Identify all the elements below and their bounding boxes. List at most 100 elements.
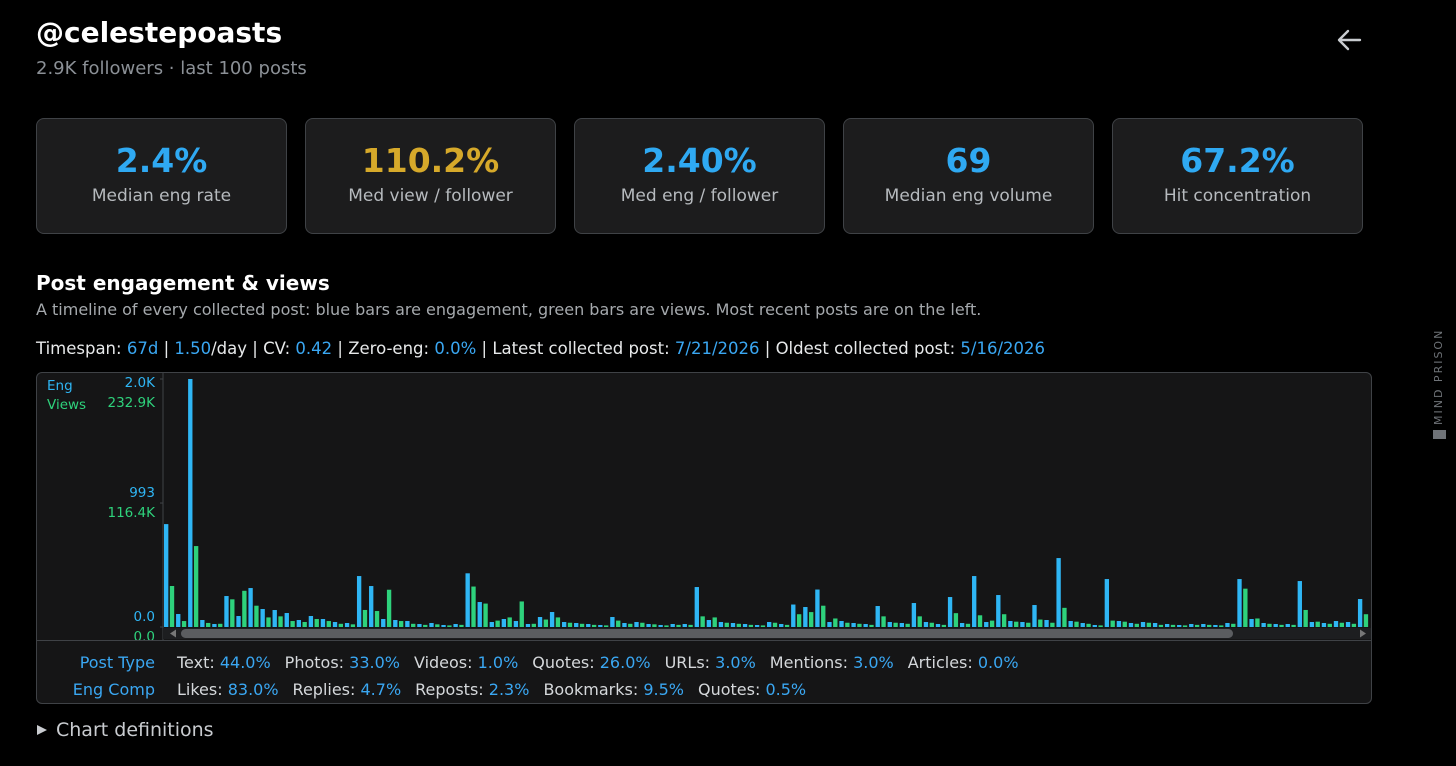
views-bar [555,617,561,627]
stat-card: 2.4% Median eng rate [36,118,287,234]
eng-bar [1128,623,1134,627]
views-bar [218,623,223,627]
eng-bar [465,573,470,627]
views-bar [845,622,850,627]
eng-bar [706,620,712,627]
eng-bar [272,610,277,627]
views-bar [591,624,597,627]
views-bar [230,599,235,627]
views-bar [1303,609,1308,627]
views-bar [543,619,549,627]
views-bar [1026,622,1031,627]
meta-label: CV: [263,339,291,358]
eng-bar [537,617,543,627]
views-bar [640,622,645,627]
stat-value: 69 [945,141,992,180]
views-bar [1098,625,1103,627]
scroll-thumb [181,629,1233,638]
views-bar [326,621,331,627]
views-bar [1339,622,1345,627]
eng-bar [164,524,169,627]
section-title: Post engagement & views [36,271,330,295]
scroll-left [170,629,176,638]
eng-bar [779,624,784,627]
item-label: Photos: [284,653,345,672]
views-bar [181,621,187,627]
eng-bar [1189,624,1194,627]
eng-bar [1237,579,1242,627]
definitions-label: Chart definitions [56,719,214,741]
meta-value: 1.50 [174,339,212,358]
eng-bar [260,609,265,627]
stat-label: Median eng volume [884,186,1053,206]
item-value: 83.0% [227,680,279,699]
views-bar [531,623,536,627]
meta-value: 7/21/2026 [674,339,760,358]
meta-label: Timespan: [36,339,122,358]
views-bar [1074,621,1079,627]
views-bar [772,622,778,627]
views-bar [1158,624,1164,627]
stat-value: 2.4% [115,141,208,180]
breakdown-item: Replies: 4.7% [293,680,402,699]
eng-bar [320,619,326,627]
eng-bar [803,607,808,627]
item-value: 4.7% [360,680,402,699]
eng-bar [501,619,507,627]
eng-bar [851,623,856,627]
views-bar [459,624,464,627]
eng-bar [405,621,410,627]
stat-card: 69 Median eng volume [843,118,1094,234]
eng-bar [369,586,374,627]
separator: | [481,339,488,358]
eng-bar [899,623,905,627]
eng-bar [1177,625,1182,627]
item-value: 44.0% [219,653,271,672]
views-bar [1351,623,1357,627]
views-bar [917,616,922,627]
views-bar [579,623,585,627]
eng-bar [393,620,398,627]
views-bar [628,623,633,627]
back-button[interactable] [1336,28,1362,52]
separator: | [163,339,170,358]
chart: Eng Views 0.0 993 2.0K 0.0 116.4K 232.9K [37,373,1371,641]
views-bar [495,620,500,627]
disclosure-triangle [37,725,47,735]
item-label: Likes: [177,680,223,699]
views-bar [1050,622,1055,627]
views-bar [423,624,428,627]
eng-bar [1321,623,1327,627]
y-tick-label: 993 [129,485,155,501]
views-bar [1086,623,1091,627]
views-bar [374,611,380,627]
views-bar [965,623,971,627]
eng-bar [718,622,724,627]
breakdown: Post Type Text: 44.0% Photos: 33.0% Videos:… [37,649,1033,703]
eng-bar [344,623,350,627]
triangle [37,725,47,735]
item-value: 0.5% [765,680,807,699]
views-bar [507,617,512,627]
eng-bar [670,624,675,627]
eng-bar [1008,621,1013,627]
eng-bar [827,622,832,627]
definitions-toggle[interactable]: Chart definitions [36,719,214,741]
views-bar [278,616,283,627]
watermark: MIND PRISON [1432,329,1446,439]
eng-bar [356,576,362,627]
eng-bar [224,596,229,627]
eng-bar [1285,624,1290,627]
views-bar [1146,622,1152,627]
meta-value: 0.0% [434,339,477,358]
y2-axis-label: Views [47,397,86,413]
separator: | [337,339,343,358]
views-bar [760,625,766,627]
breakdown-item: Text: 44.0% [177,653,271,672]
eng-bar [381,619,386,627]
views-bar [604,625,609,627]
views-bar [977,615,983,627]
eng-bar [1056,558,1061,627]
watermark-block [1433,430,1446,439]
item-label: Bookmarks: [543,680,639,699]
